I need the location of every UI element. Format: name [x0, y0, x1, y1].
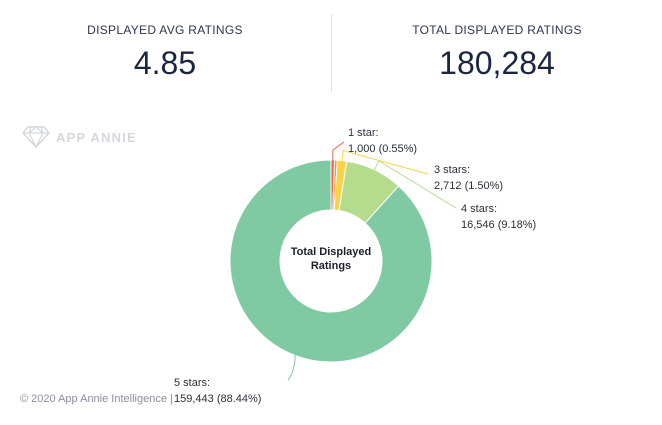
kpi-total-ratings: TOTAL DISPLAYED RATINGS 180,284	[332, 22, 662, 82]
kpi-total-value: 180,284	[439, 45, 555, 81]
kpi-total-label: TOTAL DISPLAYED RATINGS	[412, 23, 582, 37]
kpi-divider	[331, 14, 332, 92]
kpi-avg-value: 4.85	[133, 45, 197, 81]
label-3-stars-name: 3 stars:	[434, 164, 470, 176]
diamond-icon	[22, 126, 50, 148]
connector-4-stars	[373, 160, 457, 209]
label-3-stars-value: 2,712 (1.50%)	[434, 180, 503, 192]
kpi-avg-label: DISPLAYED AVG RATINGS	[87, 23, 243, 37]
app-annie-watermark: APP ANNIE	[22, 124, 137, 150]
label-1-star-name: 1 star:	[348, 127, 379, 139]
label-4-stars-value: 16,546 (9.18%)	[461, 219, 536, 231]
kpi-avg-ratings: DISPLAYED AVG RATINGS 4.85	[0, 22, 330, 82]
copyright-text: © 2020 App Annie Intelligence |	[20, 393, 173, 405]
connector-1-star	[332, 141, 345, 162]
label-5-stars-name: 5 stars:	[174, 377, 210, 389]
center-label-line-1: Total Displayed	[291, 246, 371, 258]
label-1-star-value: 1,000 (0.55%)	[348, 143, 417, 155]
slice-5-stars[interactable]	[229, 159, 433, 363]
watermark-text: APP ANNIE	[56, 129, 137, 145]
center-label-line-2: Ratings	[311, 260, 351, 272]
connector-3-stars	[341, 150, 429, 175]
label-5-stars-value: 159,443 (88.44%)	[174, 393, 261, 405]
label-4-stars-name: 4 stars:	[461, 203, 497, 215]
connector-5-stars	[287, 354, 296, 381]
